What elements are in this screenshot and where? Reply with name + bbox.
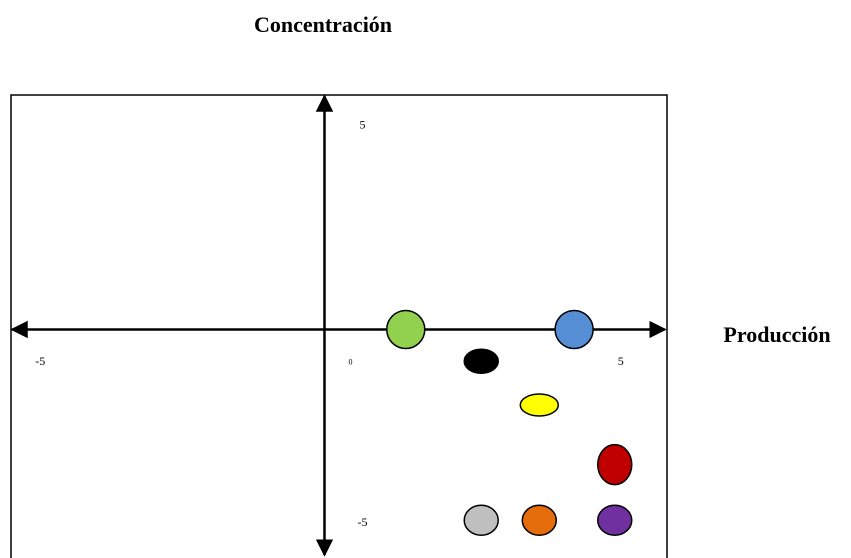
point [519, 393, 560, 417]
point [554, 309, 594, 350]
point [386, 309, 426, 350]
point [597, 504, 633, 536]
y-axis-title: Concentración [254, 12, 392, 37]
x-tick-label: 0 [348, 357, 352, 366]
point [463, 504, 499, 536]
point [463, 348, 499, 375]
point [521, 504, 558, 536]
x-tick-label: 5 [618, 354, 624, 368]
x-tick-label: -5 [35, 354, 45, 368]
x-axis-title: Producción [723, 322, 830, 347]
y-tick-label: -5 [357, 515, 367, 529]
y-tick-label: 5 [359, 118, 365, 132]
point [597, 443, 633, 486]
